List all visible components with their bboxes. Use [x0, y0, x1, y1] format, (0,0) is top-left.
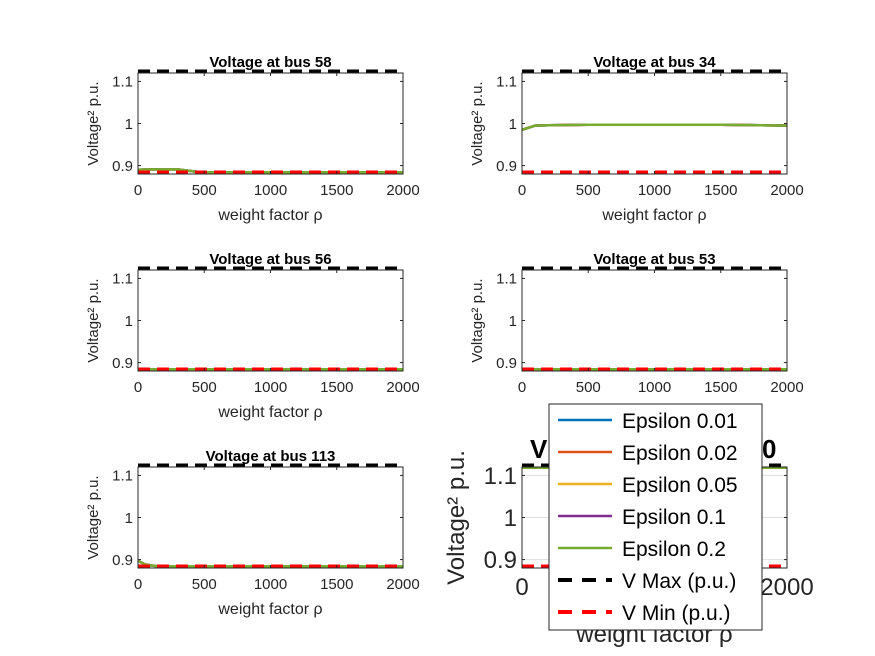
y-tick-label: 0.9 [496, 158, 517, 175]
x-tick-label: 1500 [320, 182, 353, 199]
y-tick-label: 1 [125, 510, 133, 527]
series-line-epsilon-0-2 [137, 168, 403, 174]
subplot-title: Voltage at bus 56 [209, 251, 331, 268]
y-tick-label: 0.9 [112, 552, 133, 569]
legend: Epsilon 0.01 Epsilon 0.02 Epsilon 0.05 Epsi… [548, 403, 763, 631]
plot-area [522, 73, 787, 174]
y-tick-label: 1.1 [496, 271, 517, 288]
x-tick-label: 0 [134, 182, 142, 199]
y-tick-label: 0.9 [112, 355, 133, 372]
subplot-title: Voltage at bus 34 [593, 54, 716, 71]
x-tick-label: 500 [192, 182, 217, 199]
legend-label: Epsilon 0.01 [622, 410, 738, 433]
x-tick-label: 1000 [254, 182, 287, 199]
x-tick-label: 1500 [704, 182, 737, 199]
subplot-title: Voltage at bus 58 [209, 54, 331, 71]
x-tick-label: 1000 [638, 182, 671, 199]
y-tick-label: 1.1 [484, 463, 517, 490]
x-tick-label: 2000 [386, 379, 419, 396]
x-tick-label: 0 [518, 379, 526, 396]
y-tick-label: 1.1 [112, 468, 133, 485]
y-tick-label: 1.1 [112, 74, 133, 91]
y-axis-label: Voltage² p.u. [443, 450, 470, 585]
y-axis-label: Voltage² p.u. [469, 278, 486, 362]
x-tick-label: 0 [518, 182, 526, 199]
x-tick-label: 0 [515, 574, 528, 601]
y-tick-label: 1 [125, 116, 133, 133]
subplot-1: 0 500 1000 1500 2000 0.9 1 1.1 Voltage at bus 58… [85, 54, 420, 224]
x-tick-label: 2000 [770, 182, 803, 199]
subplot-2: 0 500 1000 1500 2000 0.9 1 1.1 Voltage at bus 34… [469, 54, 804, 224]
subplot-title: Voltage at bus 53 [593, 251, 715, 268]
legend-label: Epsilon 0.2 [622, 538, 726, 561]
y-axis-label: Voltage² p.u. [469, 81, 486, 165]
series-line-epsilon-0-2 [521, 123, 788, 131]
plot-area [138, 467, 403, 568]
y-tick-label: 0.9 [484, 547, 517, 574]
x-tick-label: 1000 [254, 576, 287, 593]
x-tick-label: 2000 [386, 576, 419, 593]
subplot-title: Voltage at bus 113 [206, 448, 336, 465]
x-tick-label: 1000 [254, 379, 287, 396]
x-axis-label: weight factor ρ [601, 207, 706, 224]
y-tick-label: 1.1 [112, 271, 133, 288]
y-axis-label: Voltage² p.u. [85, 278, 102, 362]
x-tick-label: 0 [134, 379, 142, 396]
x-axis-label: weight factor ρ [217, 404, 322, 421]
x-tick-label: 500 [576, 182, 601, 199]
x-tick-label: 1000 [638, 379, 671, 396]
y-tick-label: 1 [125, 313, 133, 330]
legend-label: V Max (p.u.) [622, 570, 736, 593]
x-tick-label: 500 [192, 576, 217, 593]
y-tick-label: 0.9 [496, 355, 517, 372]
x-tick-label: 2000 [760, 574, 813, 601]
subplot-5: 0 500 1000 1500 2000 0.9 1 1.1 Voltage at bus 11… [85, 448, 420, 618]
x-axis-label: weight factor ρ [217, 601, 322, 618]
subplot-title: V [530, 434, 548, 464]
legend-label: Epsilon 0.02 [622, 442, 738, 465]
plot-area [138, 270, 403, 371]
y-tick-label: 1 [509, 116, 517, 133]
y-tick-label: 1 [504, 505, 517, 532]
y-axis-label: Voltage² p.u. [85, 475, 102, 559]
legend-label: Epsilon 0.1 [622, 506, 726, 529]
x-tick-label: 500 [576, 379, 601, 396]
legend-label: Epsilon 0.05 [622, 474, 738, 497]
y-axis-label: Voltage² p.u. [85, 81, 102, 165]
y-tick-label: 0.9 [112, 158, 133, 175]
x-tick-label: 2000 [386, 182, 419, 199]
x-tick-label: 1500 [320, 576, 353, 593]
plot-area [522, 270, 787, 371]
x-axis-label: weight factor ρ [217, 207, 322, 224]
x-tick-label: 500 [192, 379, 217, 396]
subplot-3: 0 500 1000 1500 2000 0.9 1 1.1 Voltage at bus 56… [85, 251, 420, 421]
x-tick-label: 1500 [320, 379, 353, 396]
x-tick-label: 0 [134, 576, 142, 593]
legend-label: V Min (p.u.) [622, 602, 731, 625]
x-tick-label: 1500 [704, 379, 737, 396]
y-tick-label: 1 [509, 313, 517, 330]
subplot-4: 0 500 1000 1500 2000 0.9 1 1.1 Voltage at bus 53… [469, 251, 804, 421]
x-tick-label: 2000 [770, 379, 803, 396]
plot-area [138, 73, 403, 174]
y-tick-label: 1.1 [496, 74, 517, 91]
subplot-title-tail: 0 [762, 434, 776, 464]
